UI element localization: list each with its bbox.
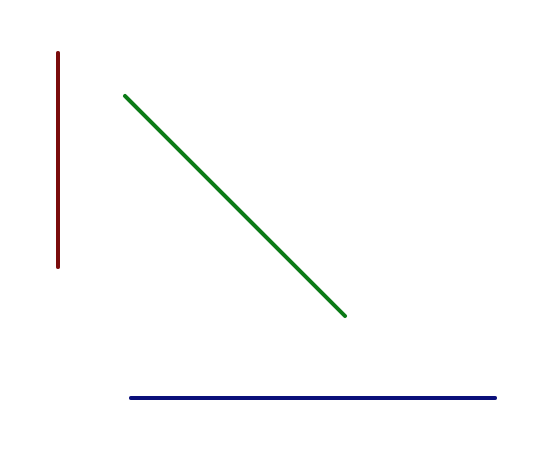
diagonal-line: [123, 94, 347, 318]
